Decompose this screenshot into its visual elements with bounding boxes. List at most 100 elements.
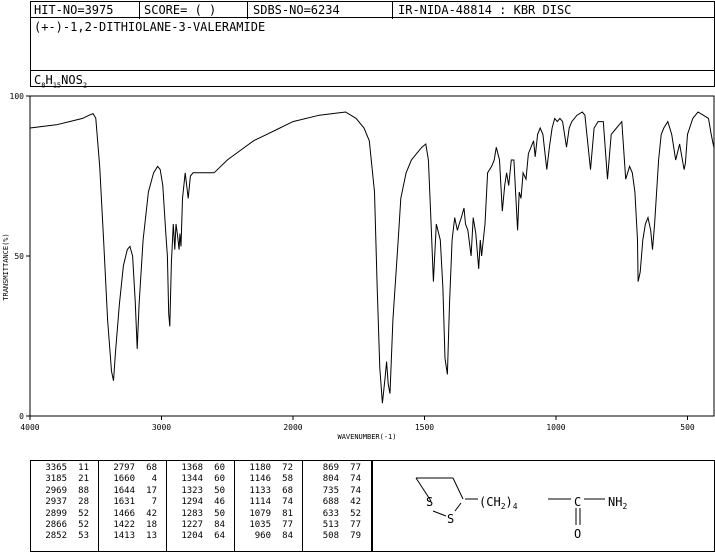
peak-row: 2969 88: [37, 486, 89, 497]
peak-transmittance: 64: [214, 531, 225, 542]
peak-wavenumber: 1644: [113, 485, 135, 496]
peak-row: 513 77: [309, 520, 361, 531]
peak-row: 1323 50: [173, 486, 225, 497]
x-tick-label: 1000: [546, 423, 565, 432]
header-divider: [247, 2, 248, 19]
peak-row: 1146 58: [241, 474, 293, 485]
peak-wavenumber: 1283: [181, 508, 203, 519]
peak-row: 1631 7: [105, 497, 157, 508]
peak-transmittance: 58: [282, 474, 293, 485]
peak-wavenumber: 508: [322, 531, 339, 542]
peak-transmittance: 28: [78, 497, 89, 508]
peak-row: 1227 84: [173, 520, 225, 531]
peak-transmittance: 13: [146, 531, 157, 542]
peak-transmittance: 74: [350, 485, 361, 496]
peak-transmittance: 68: [146, 463, 157, 473]
ir-identifier: IR-NIDA-48814 : KBR DISC: [398, 3, 572, 17]
peak-transmittance: 7: [151, 497, 157, 508]
peak-wavenumber: 688: [322, 497, 339, 508]
peak-wavenumber: 1204: [181, 531, 203, 542]
ring-bond: [454, 502, 462, 512]
formula-divider: [31, 70, 714, 71]
peak-transmittance: 46: [214, 497, 225, 508]
peak-row: 1413 13: [105, 531, 157, 542]
peak-row: 3185 21: [37, 474, 89, 485]
sulfur-atom: S: [426, 495, 433, 509]
ring-bond: [452, 477, 464, 500]
peak-transmittance: 60: [214, 463, 225, 473]
peak-column-divider: [98, 461, 99, 551]
peak-wavenumber: 1368: [181, 463, 203, 473]
peak-row: 1283 50: [173, 509, 225, 520]
peak-transmittance: 42: [350, 497, 361, 508]
peak-row: 2866 52: [37, 520, 89, 531]
peak-transmittance: 84: [214, 520, 225, 531]
peak-column: 1368 60 1344 60 1323 50 1294 46 1283 50 1227 84 1204…: [173, 463, 225, 543]
peak-row: 1422 18: [105, 520, 157, 531]
peak-row: 804 74: [309, 474, 361, 485]
peak-column: 1180 72 1146 58 1133 68 1114 74 1079 81 1035 77 960 8…: [241, 463, 293, 543]
peak-transmittance: 52: [78, 520, 89, 531]
peak-row: 2852 53: [37, 531, 89, 542]
peak-row: 1114 74: [241, 497, 293, 508]
carbonyl-carbon: C: [574, 495, 581, 509]
peak-wavenumber: 1146: [249, 474, 271, 485]
peak-wavenumber: 735: [322, 485, 339, 496]
peak-row: 1368 60: [173, 463, 225, 474]
peak-row: 508 79: [309, 531, 361, 542]
peak-wavenumber: 633: [322, 508, 339, 519]
peak-transmittance: 17: [146, 485, 157, 496]
peak-row: 1180 72: [241, 463, 293, 474]
chain-group: (CH2)4: [479, 495, 518, 511]
peak-row: 2937 28: [37, 497, 89, 508]
peak-row: 1133 68: [241, 486, 293, 497]
peak-row: 2797 68: [105, 463, 157, 474]
peak-wavenumber: 1660: [113, 474, 135, 485]
peak-wavenumber: 1323: [181, 485, 203, 496]
hit-number: HIT-NO=3975: [34, 3, 114, 17]
peak-row: 1466 42: [105, 509, 157, 520]
compound-name: (+-)-1,2-DITHIOLANE-3-VALERAMIDE: [34, 20, 266, 34]
peak-wavenumber: 1294: [181, 497, 203, 508]
peak-transmittance: 52: [78, 508, 89, 519]
header-divider: [392, 2, 393, 19]
header-divider: [139, 2, 140, 19]
peak-row: 2899 52: [37, 509, 89, 520]
x-axis-label: WAVENUMBER(-1): [337, 433, 396, 441]
x-tick-label: 2000: [283, 423, 302, 432]
peak-transmittance: 79: [350, 531, 361, 542]
x-tick-label: 3000: [152, 423, 171, 432]
peak-transmittance: 77: [350, 463, 361, 473]
peak-row: 1344 60: [173, 474, 225, 485]
x-tick-label: 4000: [20, 423, 39, 432]
peak-row: 1644 17: [105, 486, 157, 497]
peak-row: 688 42: [309, 497, 361, 508]
peak-row: 735 74: [309, 486, 361, 497]
peak-wavenumber: 2852: [45, 531, 67, 542]
peak-column: 2797 68 1660 4 1644 17 1631 7 1466 42 1422 18 1413 13: [105, 463, 157, 543]
peak-row: 1204 64: [173, 531, 225, 542]
peak-transmittance: 11: [78, 463, 89, 473]
peak-row: 1660 4: [105, 474, 157, 485]
peak-wavenumber: 2899: [45, 508, 67, 519]
peak-transmittance: 50: [214, 508, 225, 519]
peak-transmittance: 68: [282, 485, 293, 496]
peak-row: 1294 46: [173, 497, 225, 508]
structure-box: S S (CH2)4 C NH2 O: [372, 460, 715, 552]
peak-transmittance: 18: [146, 520, 157, 531]
sulfur-atom: S: [447, 512, 454, 526]
structure-diagram: S S (CH2)4 C NH2 O: [415, 477, 627, 541]
peak-wavenumber: 1035: [249, 520, 271, 531]
sdbs-number: SDBS-NO=6234: [253, 3, 340, 17]
peak-transmittance: 52: [350, 508, 361, 519]
peak-wavenumber: 869: [322, 463, 339, 473]
peak-transmittance: 42: [146, 508, 157, 519]
peak-transmittance: 74: [350, 474, 361, 485]
peak-wavenumber: 3365: [45, 463, 67, 473]
peak-transmittance: 84: [282, 531, 293, 542]
compound-info-box: (+-)-1,2-DITHIOLANE-3-VALERAMIDE C8H15NO…: [30, 17, 715, 89]
peak-wavenumber: 960: [254, 531, 271, 542]
peak-wavenumber: 1466: [113, 508, 135, 519]
peak-transmittance: 88: [78, 485, 89, 496]
score-field: SCORE= ( ): [144, 3, 217, 17]
